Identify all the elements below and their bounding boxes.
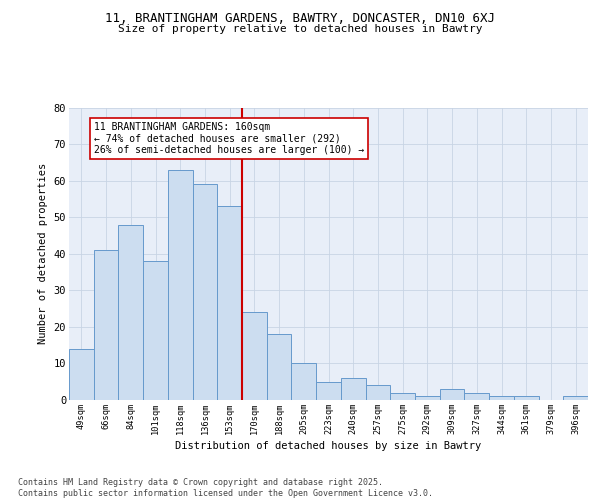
Bar bbox=[242, 312, 267, 400]
Bar bbox=[563, 396, 588, 400]
Bar bbox=[94, 250, 118, 400]
Bar bbox=[69, 349, 94, 400]
Text: 11 BRANTINGHAM GARDENS: 160sqm
← 74% of detached houses are smaller (292)
26% of: 11 BRANTINGHAM GARDENS: 160sqm ← 74% of … bbox=[94, 122, 364, 156]
Bar bbox=[168, 170, 193, 400]
Bar bbox=[193, 184, 217, 400]
Text: Size of property relative to detached houses in Bawtry: Size of property relative to detached ho… bbox=[118, 24, 482, 34]
Bar bbox=[267, 334, 292, 400]
Bar bbox=[415, 396, 440, 400]
Bar bbox=[118, 224, 143, 400]
Text: 11, BRANTINGHAM GARDENS, BAWTRY, DONCASTER, DN10 6XJ: 11, BRANTINGHAM GARDENS, BAWTRY, DONCAST… bbox=[105, 12, 495, 26]
Bar bbox=[217, 206, 242, 400]
Bar bbox=[365, 386, 390, 400]
X-axis label: Distribution of detached houses by size in Bawtry: Distribution of detached houses by size … bbox=[175, 441, 482, 451]
Bar bbox=[464, 392, 489, 400]
Bar bbox=[390, 392, 415, 400]
Bar bbox=[143, 261, 168, 400]
Bar bbox=[341, 378, 365, 400]
Text: Contains HM Land Registry data © Crown copyright and database right 2025.
Contai: Contains HM Land Registry data © Crown c… bbox=[18, 478, 433, 498]
Bar bbox=[316, 382, 341, 400]
Bar bbox=[440, 389, 464, 400]
Bar bbox=[292, 364, 316, 400]
Y-axis label: Number of detached properties: Number of detached properties bbox=[38, 163, 48, 344]
Bar bbox=[514, 396, 539, 400]
Bar bbox=[489, 396, 514, 400]
